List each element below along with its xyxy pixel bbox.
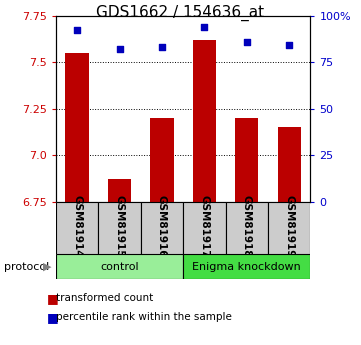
Text: GSM81916: GSM81916 (157, 195, 167, 258)
FancyBboxPatch shape (141, 202, 183, 254)
Text: Enigma knockdown: Enigma knockdown (192, 262, 301, 272)
FancyBboxPatch shape (183, 202, 226, 254)
Point (159, 45, 165, 50)
FancyBboxPatch shape (98, 202, 141, 254)
Bar (150, 118, 174, 202)
Text: percentile rank within the sample: percentile rank within the sample (56, 313, 232, 322)
Text: protocol: protocol (4, 262, 49, 272)
Text: GSM81918: GSM81918 (242, 195, 252, 258)
Text: GSM81919: GSM81919 (284, 196, 294, 258)
Text: GSM81917: GSM81917 (199, 195, 209, 258)
Text: transformed count: transformed count (56, 294, 153, 303)
Point (201, 24, 207, 29)
Text: GSM81915: GSM81915 (114, 195, 125, 258)
Point (244, 39, 250, 45)
Point (286, 42, 292, 48)
FancyBboxPatch shape (268, 202, 310, 254)
FancyBboxPatch shape (183, 254, 310, 279)
Text: GDS1662 / 154636_at: GDS1662 / 154636_at (96, 5, 265, 21)
Text: GSM81914: GSM81914 (72, 195, 82, 258)
Text: ■: ■ (47, 292, 59, 305)
Text: ■: ■ (47, 311, 59, 324)
Bar (193, 40, 216, 202)
Text: control: control (100, 262, 139, 272)
FancyBboxPatch shape (226, 202, 268, 254)
FancyBboxPatch shape (56, 202, 98, 254)
Point (74, 28, 80, 33)
Bar (278, 127, 301, 202)
Bar (108, 179, 131, 202)
Bar (235, 118, 258, 202)
Bar (65, 53, 89, 202)
Point (117, 46, 122, 52)
FancyBboxPatch shape (56, 254, 183, 279)
Text: ▶: ▶ (43, 262, 51, 272)
